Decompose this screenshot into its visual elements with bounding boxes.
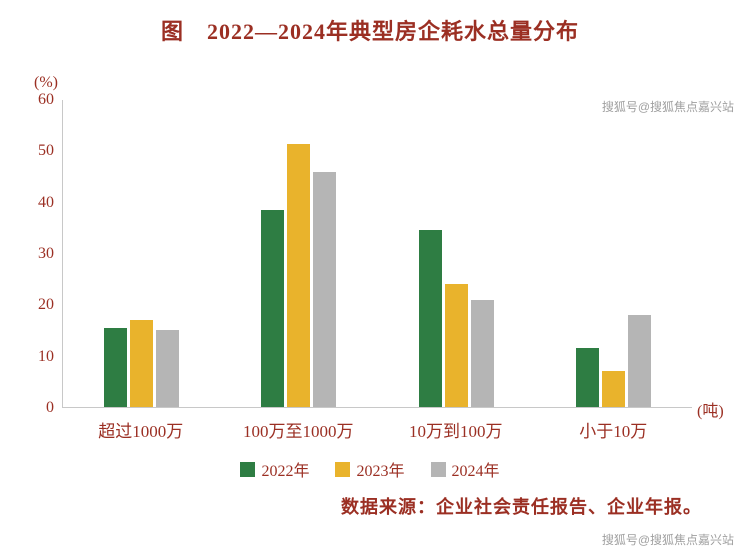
- bar: [313, 171, 337, 407]
- source-note: 数据来源：企业社会责任报告、企业年报。: [341, 497, 702, 517]
- x-category-label: 小于10万: [579, 422, 648, 441]
- y-tick-label: 10: [38, 347, 54, 365]
- watermark-top: 搜狐号@搜狐焦点嘉兴站: [601, 100, 734, 114]
- x-category-label: 超过1000万: [98, 422, 184, 441]
- bar: [418, 230, 442, 407]
- bar: [470, 299, 494, 407]
- bar: [261, 210, 285, 407]
- bar: [627, 314, 651, 407]
- bar: [601, 371, 625, 407]
- y-axis-ticks: 0 10 20 30 40 50 60: [0, 91, 54, 416]
- y-tick-label: 60: [38, 91, 54, 108]
- legend-item: 2024年: [430, 457, 500, 481]
- x-category-label: 10万到100万: [409, 422, 503, 441]
- bar: [156, 330, 180, 407]
- plot-area: [62, 100, 692, 408]
- bar-group: [418, 100, 494, 407]
- y-tick-label: 20: [38, 296, 54, 314]
- bar-group: [104, 100, 180, 407]
- legend-item: 2022年: [240, 457, 309, 481]
- y-axis-unit-label: (%): [34, 74, 58, 91]
- legend-swatch-icon: [240, 461, 256, 477]
- bar: [104, 327, 128, 407]
- legend-label: 2022年: [261, 463, 310, 480]
- x-category-label: 100万至1000万: [243, 422, 354, 441]
- y-tick-label: 40: [38, 193, 54, 211]
- watermark-bottom: 搜狐号@搜狐焦点嘉兴站: [601, 533, 734, 547]
- bar-group: [575, 100, 651, 407]
- legend-label: 2024年: [451, 463, 500, 480]
- x-axis-labels: 超过1000万 100万至1000万 10万到100万 小于10万: [62, 417, 692, 442]
- legend-label: 2023年: [356, 463, 405, 480]
- legend-swatch-icon: [335, 461, 351, 477]
- bar: [130, 320, 154, 407]
- y-tick-label: 0: [46, 399, 54, 416]
- bar: [287, 143, 311, 407]
- legend: 2022年 2023年 2024年: [0, 457, 740, 481]
- bar: [575, 348, 599, 407]
- legend-swatch-icon: [430, 461, 446, 477]
- bar-group: [261, 100, 337, 407]
- y-tick-label: 30: [38, 245, 54, 262]
- legend-item: 2023年: [335, 457, 405, 481]
- chart-title: 图 2022—2024年典型房企耗水总量分布: [160, 19, 579, 44]
- y-tick-label: 50: [38, 142, 54, 160]
- x-axis-unit-label: (吨): [697, 403, 724, 420]
- bar: [444, 284, 468, 407]
